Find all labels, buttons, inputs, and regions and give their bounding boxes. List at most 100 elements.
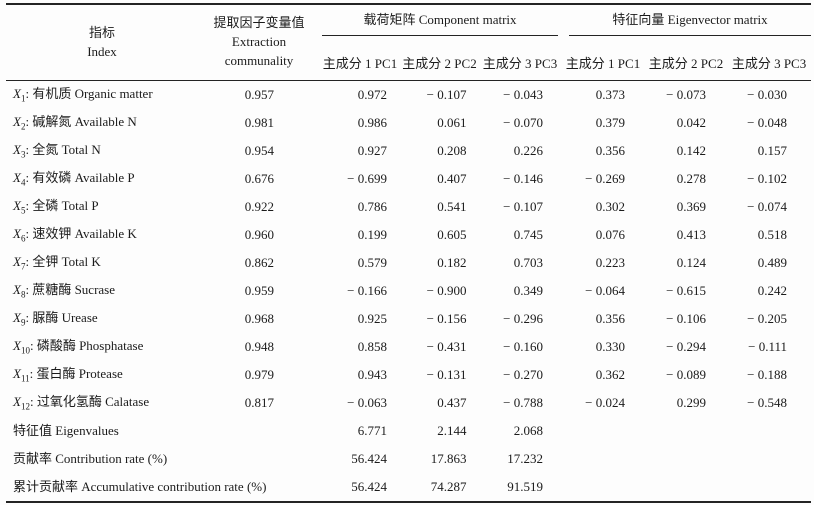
value: − 0.131 — [426, 366, 467, 382]
value: 0.703 — [513, 254, 543, 270]
value-cell: 0.061 — [400, 109, 479, 137]
value-cell: 0.745 — [479, 221, 561, 249]
value-cell: − 0.548 — [727, 389, 811, 417]
value: 0.927 — [357, 142, 387, 158]
empty-cell — [645, 417, 727, 445]
table-row: X4: 有效磷 Available P 0.676 − 0.699 0.407 − 0.… — [6, 165, 811, 193]
value-cell: 0.437 — [400, 389, 479, 417]
value: 0.278 — [676, 170, 706, 186]
value-cell: 0.124 — [645, 249, 727, 277]
value: 0.676 — [244, 170, 274, 186]
value-cell: − 0.900 — [400, 277, 479, 305]
header-communality-zh: 提取因子变量值 — [213, 15, 305, 31]
summary-label-cell: 贡献率 Contribution rate (%) — [13, 450, 168, 466]
value: − 0.188 — [747, 366, 788, 382]
variable-subscript: 2 — [20, 121, 26, 132]
value-cell: 0.362 — [561, 361, 645, 389]
value: 56.424 — [351, 450, 387, 466]
row-label: : 有效磷 Available P — [25, 169, 135, 185]
table-row: X10: 磷酸酶 Phosphatase 0.948 0.858 − 0.431 − 0… — [6, 333, 811, 361]
table-row: X6: 速效钾 Available K 0.960 0.199 0.605 0.745 0… — [6, 221, 811, 249]
value-cell: 0.157 — [727, 137, 811, 165]
value: − 0.269 — [585, 170, 625, 186]
value-cell: − 0.156 — [400, 305, 479, 333]
value: − 0.205 — [747, 310, 788, 326]
value: 0.986 — [357, 114, 387, 130]
value: − 0.048 — [747, 114, 788, 130]
value-cell: 0.541 — [400, 193, 479, 221]
value-cell: − 0.205 — [727, 305, 811, 333]
value-cell: − 0.294 — [645, 333, 727, 361]
table-row: X8: 蔗糖酶 Sucrase 0.959 − 0.166 − 0.900 0.349 −… — [6, 277, 811, 305]
table-row: X5: 全磷 Total P 0.922 0.786 0.541 − 0.107 0.30… — [6, 193, 811, 221]
value: − 0.089 — [666, 366, 706, 382]
value-cell: 0.226 — [479, 137, 561, 165]
header-eigenvector-matrix-label: 特征向量 Eigenvector matrix — [569, 11, 812, 36]
header-eigenvector-pc1: 主成分 1 PC1 — [561, 48, 645, 81]
value: 0.407 — [437, 170, 467, 186]
value-cell: 0.957 — [198, 81, 320, 110]
value-cell: 2.068 — [479, 417, 561, 445]
value-cell: 17.232 — [479, 445, 561, 473]
value-cell: − 0.111 — [727, 333, 811, 361]
value-cell: 0.922 — [198, 193, 320, 221]
value: − 0.548 — [747, 394, 788, 410]
value-cell: 0.489 — [727, 249, 811, 277]
value: 0.786 — [357, 198, 387, 214]
value-cell: 0.579 — [320, 249, 400, 277]
value: − 0.156 — [426, 310, 467, 326]
value-cell: − 0.073 — [645, 81, 727, 110]
header-component-pc3: 主成分 3 PC3 — [479, 48, 561, 81]
value-cell: 0.786 — [320, 193, 400, 221]
variable-symbol: X — [13, 141, 21, 157]
value: 0.199 — [357, 226, 387, 242]
row-label: : 磷酸酶 Phosphatase — [29, 337, 144, 353]
value: 0.226 — [513, 142, 543, 158]
table-row: X12: 过氧化氢酶 Calatase 0.817 − 0.063 0.437 − 0.… — [6, 389, 811, 417]
value: 0.605 — [437, 226, 467, 242]
value-cell: 0.605 — [400, 221, 479, 249]
value-cell: 0.330 — [561, 333, 645, 361]
value: 0.242 — [757, 282, 788, 298]
value: 0.972 — [357, 86, 387, 102]
value-cell: − 0.107 — [479, 193, 561, 221]
value-cell: 0.959 — [198, 277, 320, 305]
value: − 0.699 — [347, 170, 387, 186]
value: 0.817 — [244, 394, 274, 410]
variable-subscript: 5 — [20, 205, 26, 216]
header-component-pc2: 主成分 2 PC2 — [400, 48, 479, 81]
empty-cell — [561, 417, 645, 445]
value: − 0.166 — [347, 282, 387, 298]
value: 17.232 — [507, 450, 543, 466]
value-cell: 17.863 — [400, 445, 479, 473]
header-component-matrix-label: 载荷矩阵 Component matrix — [322, 11, 558, 36]
value-cell: 56.424 — [320, 445, 400, 473]
row-label-cell: X3: 全氮 Total N — [6, 137, 198, 165]
variable-subscript: 10 — [20, 345, 30, 356]
value: 0.981 — [244, 114, 274, 130]
value-cell: 74.287 — [400, 473, 479, 502]
value: 0.302 — [595, 198, 625, 214]
value-cell: 0.925 — [320, 305, 400, 333]
value-cell: 0.299 — [645, 389, 727, 417]
value-cell: 0.862 — [198, 249, 320, 277]
value-cell: 0.182 — [400, 249, 479, 277]
value: 0.330 — [595, 338, 625, 354]
header-index: 指标 Index — [6, 4, 198, 81]
value-cell: 0.356 — [561, 305, 645, 333]
variable-subscript: 1 — [20, 93, 26, 104]
value-cell: − 0.102 — [727, 165, 811, 193]
value: 0.959 — [244, 282, 274, 298]
variable-symbol: X — [13, 113, 21, 129]
value: 0.745 — [513, 226, 543, 242]
value: 0.356 — [595, 310, 625, 326]
variable-subscript: 7 — [20, 261, 26, 272]
value: − 0.024 — [585, 394, 625, 410]
variable-symbol: X — [13, 393, 21, 409]
value: 0.518 — [757, 226, 788, 242]
value-cell: 6.771 — [320, 417, 400, 445]
value: 0.157 — [757, 142, 788, 158]
value: 0.960 — [244, 226, 274, 242]
value: − 0.615 — [666, 282, 706, 298]
variable-symbol: X — [13, 197, 21, 213]
